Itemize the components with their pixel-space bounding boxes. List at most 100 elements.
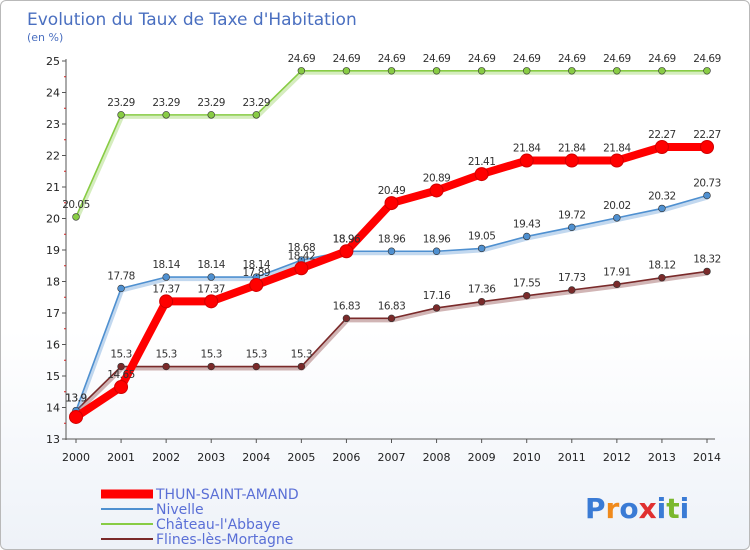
y-tick-label: 22 <box>46 150 60 163</box>
data-point <box>703 267 711 276</box>
chart-title: Evolution du Taux de Taxe d'Habitation <box>27 10 357 30</box>
series-nivelle <box>72 191 711 415</box>
data-point <box>568 223 576 232</box>
data-point <box>162 273 170 281</box>
data-label: 15.3 <box>246 349 267 361</box>
y-tick-label: 16 <box>46 339 60 352</box>
legend-item: Château-l'Abbaye <box>101 517 280 533</box>
data-label: 17.16 <box>423 290 451 302</box>
data-point <box>249 277 264 292</box>
chart-subtitle: (en %) <box>27 31 63 44</box>
data-label: 24.69 <box>693 53 721 65</box>
data-point <box>474 167 489 182</box>
data-point <box>523 67 531 75</box>
data-label: 19.05 <box>468 230 496 242</box>
data-point <box>117 362 125 371</box>
brand-letter: x <box>639 492 657 525</box>
data-label: 15.3 <box>110 349 131 361</box>
data-point <box>703 67 711 75</box>
data-point <box>342 67 351 75</box>
data-label: 16.83 <box>333 300 361 312</box>
data-label: 22.27 <box>693 129 721 141</box>
axes: 13 14 15 16 17 18 19 20 21 22 23 24 25 2000 2001 2002 20… <box>46 55 721 464</box>
data-label: 18.96 <box>423 233 451 245</box>
data-label: 17.37 <box>152 283 180 295</box>
data-point <box>703 191 711 200</box>
y-tick-label: 25 <box>46 55 60 68</box>
data-label: 19.43 <box>513 218 541 230</box>
x-tick-label: 2000 <box>62 451 90 464</box>
data-point <box>658 67 666 75</box>
data-point <box>117 284 125 293</box>
data-point <box>432 247 441 255</box>
data-label: 18.14 <box>243 259 271 271</box>
data-point <box>387 247 396 255</box>
data-point <box>613 280 621 289</box>
x-tick-label: 2008 <box>423 451 451 464</box>
data-point <box>207 362 215 371</box>
series-ch-teau-l-abbaye <box>72 67 711 221</box>
data-label: 24.69 <box>558 53 586 65</box>
data-point <box>564 153 579 168</box>
x-tick-label: 2004 <box>242 451 270 464</box>
data-label: 17.73 <box>558 272 586 284</box>
data-label: 17.37 <box>197 283 225 295</box>
x-tick-label: 2009 <box>468 451 496 464</box>
data-point <box>204 294 219 309</box>
data-point <box>252 111 260 119</box>
data-point <box>72 213 80 221</box>
data-label: 22.27 <box>648 129 676 141</box>
x-tick-label: 2012 <box>603 451 631 464</box>
data-point <box>162 362 170 371</box>
data-label: 21.84 <box>603 143 631 155</box>
data-point <box>609 153 624 168</box>
data-label: 18.14 <box>197 259 225 271</box>
data-label: 18.96 <box>333 233 361 245</box>
data-point <box>432 67 441 75</box>
data-point <box>429 183 444 198</box>
x-tick-label: 2002 <box>152 451 180 464</box>
data-point <box>658 274 666 282</box>
data-labels: 13.9 15.3 15.3 15.3 15.3 15.3 16.83 16.83 17.16 1… <box>62 53 721 405</box>
y-tick-label: 23 <box>46 118 60 131</box>
data-label: 24.69 <box>333 53 361 65</box>
data-point <box>700 139 714 154</box>
data-label: 15.3 <box>201 349 222 361</box>
data-point <box>613 67 621 75</box>
data-point <box>297 362 306 371</box>
data-point <box>613 214 621 222</box>
data-label: 18.68 <box>288 242 316 254</box>
data-label: 24.69 <box>378 53 406 65</box>
data-label: 24.69 <box>288 53 316 65</box>
legend-item: THUN-SAINT-AMAND <box>101 487 299 503</box>
data-point <box>523 291 531 300</box>
brand-letter: r <box>606 492 620 525</box>
data-label: 17.89 <box>243 267 271 279</box>
data-label: 21.41 <box>468 156 496 168</box>
x-tick-label: 2001 <box>107 451 135 464</box>
x-tick-label: 2014 <box>693 451 721 464</box>
y-tick-label: 20 <box>46 213 60 226</box>
data-label: 20.05 <box>62 199 90 211</box>
brand-letter: i <box>657 492 667 525</box>
data-label: 18.32 <box>693 253 721 265</box>
data-label: 20.73 <box>693 178 721 190</box>
data-point <box>384 196 399 211</box>
data-point <box>294 261 309 276</box>
data-label: 24.69 <box>513 53 541 65</box>
x-tick-label: 2003 <box>197 451 225 464</box>
data-point <box>519 153 534 168</box>
data-point <box>342 314 351 323</box>
data-label: 24.69 <box>468 53 496 65</box>
data-point <box>523 232 531 241</box>
data-label: 18.96 <box>378 233 406 245</box>
data-label: 14.65 <box>107 369 135 381</box>
data-point <box>387 67 396 75</box>
data-label: 24.69 <box>648 53 676 65</box>
series-flines-l-s-mortagne <box>72 267 711 415</box>
data-point <box>654 139 669 154</box>
data-label: 24.69 <box>423 53 451 65</box>
data-point <box>339 244 354 259</box>
